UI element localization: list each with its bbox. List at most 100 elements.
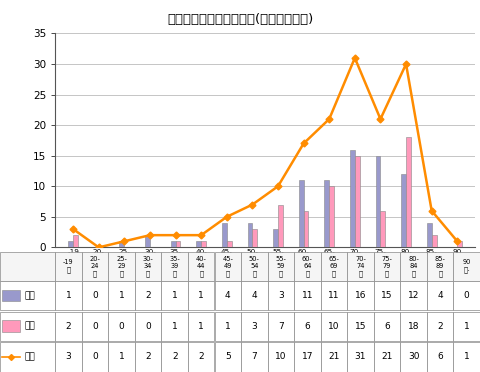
Text: 1: 1: [198, 322, 204, 331]
Bar: [329, 186, 334, 247]
Text: 10: 10: [275, 352, 287, 362]
Text: 18: 18: [408, 322, 420, 331]
Text: 10: 10: [328, 322, 340, 331]
Bar: [375, 156, 381, 247]
Bar: [222, 223, 227, 247]
Bar: [215, 252, 241, 281]
Bar: [400, 252, 427, 281]
Text: 0: 0: [92, 322, 98, 331]
Text: 21: 21: [328, 352, 340, 362]
Bar: [161, 281, 188, 310]
Bar: [135, 342, 161, 372]
Bar: [241, 311, 268, 341]
Bar: [108, 281, 135, 310]
Text: 4: 4: [252, 291, 257, 300]
Bar: [427, 223, 432, 247]
Bar: [188, 311, 215, 341]
Bar: [215, 342, 241, 372]
Bar: [161, 252, 188, 281]
Bar: [82, 311, 108, 341]
Text: 40-
44
歳: 40- 44 歳: [196, 256, 207, 276]
Text: 4: 4: [225, 291, 230, 300]
Text: 2: 2: [145, 352, 151, 362]
Text: 11: 11: [328, 291, 340, 300]
Bar: [401, 174, 406, 247]
Bar: [241, 342, 268, 372]
Text: 2: 2: [198, 352, 204, 362]
Bar: [135, 311, 161, 341]
Bar: [135, 252, 161, 281]
Text: 3: 3: [66, 352, 72, 362]
Bar: [427, 342, 454, 372]
Text: 1: 1: [198, 291, 204, 300]
Bar: [374, 252, 400, 281]
Bar: [55, 281, 82, 310]
Text: 2: 2: [172, 352, 178, 362]
Bar: [135, 281, 161, 310]
Bar: [188, 342, 215, 372]
Bar: [0, 281, 55, 310]
Bar: [248, 223, 252, 247]
Bar: [294, 342, 321, 372]
Text: 6: 6: [384, 322, 390, 331]
Bar: [108, 342, 135, 372]
Bar: [108, 252, 135, 281]
Bar: [374, 342, 400, 372]
Text: 80-
84
歳: 80- 84 歳: [408, 256, 419, 276]
Text: 50-
54
歳: 50- 54 歳: [249, 256, 260, 276]
Bar: [176, 241, 180, 247]
Bar: [427, 281, 454, 310]
Text: 5: 5: [225, 352, 231, 362]
Bar: [188, 281, 215, 310]
Bar: [400, 281, 427, 310]
Bar: [374, 311, 400, 341]
Bar: [55, 311, 82, 341]
Bar: [454, 252, 480, 281]
Text: 2: 2: [66, 322, 72, 331]
Bar: [252, 229, 257, 247]
Bar: [427, 252, 454, 281]
Bar: [0, 252, 55, 281]
Bar: [108, 311, 135, 341]
Text: 0: 0: [119, 322, 124, 331]
Bar: [324, 180, 329, 247]
Text: 男性: 男性: [24, 291, 35, 300]
Bar: [73, 235, 78, 247]
Bar: [273, 229, 278, 247]
Bar: [321, 252, 347, 281]
Bar: [347, 342, 374, 372]
Text: 6: 6: [304, 322, 310, 331]
Text: 1: 1: [464, 352, 469, 362]
Text: 17: 17: [301, 352, 313, 362]
Bar: [2, 320, 20, 332]
Bar: [268, 281, 294, 310]
Text: 7: 7: [252, 352, 257, 362]
Text: 1: 1: [464, 322, 469, 331]
Bar: [0, 311, 55, 341]
Text: 15: 15: [381, 291, 393, 300]
Bar: [215, 281, 241, 310]
Bar: [355, 156, 360, 247]
Text: 30-
34
歳: 30- 34 歳: [143, 256, 154, 276]
Text: 12: 12: [408, 291, 420, 300]
Bar: [55, 342, 82, 372]
Bar: [321, 311, 347, 341]
Bar: [215, 311, 241, 341]
Bar: [171, 241, 176, 247]
Text: 85-
89
歳: 85- 89 歳: [435, 256, 445, 276]
Text: 1: 1: [66, 291, 72, 300]
Bar: [82, 252, 108, 281]
Text: 総計: 総計: [24, 352, 35, 362]
Bar: [299, 180, 304, 247]
Bar: [347, 281, 374, 310]
Text: 女性: 女性: [24, 322, 35, 331]
Bar: [196, 241, 201, 247]
Text: 7: 7: [278, 322, 284, 331]
Text: 30: 30: [408, 352, 420, 362]
Text: 35-
39
歳: 35- 39 歳: [169, 256, 180, 276]
Text: 55-
59
歳: 55- 59 歳: [276, 256, 286, 276]
Bar: [161, 342, 188, 372]
Bar: [201, 241, 206, 247]
Bar: [454, 342, 480, 372]
Text: 0: 0: [92, 291, 98, 300]
